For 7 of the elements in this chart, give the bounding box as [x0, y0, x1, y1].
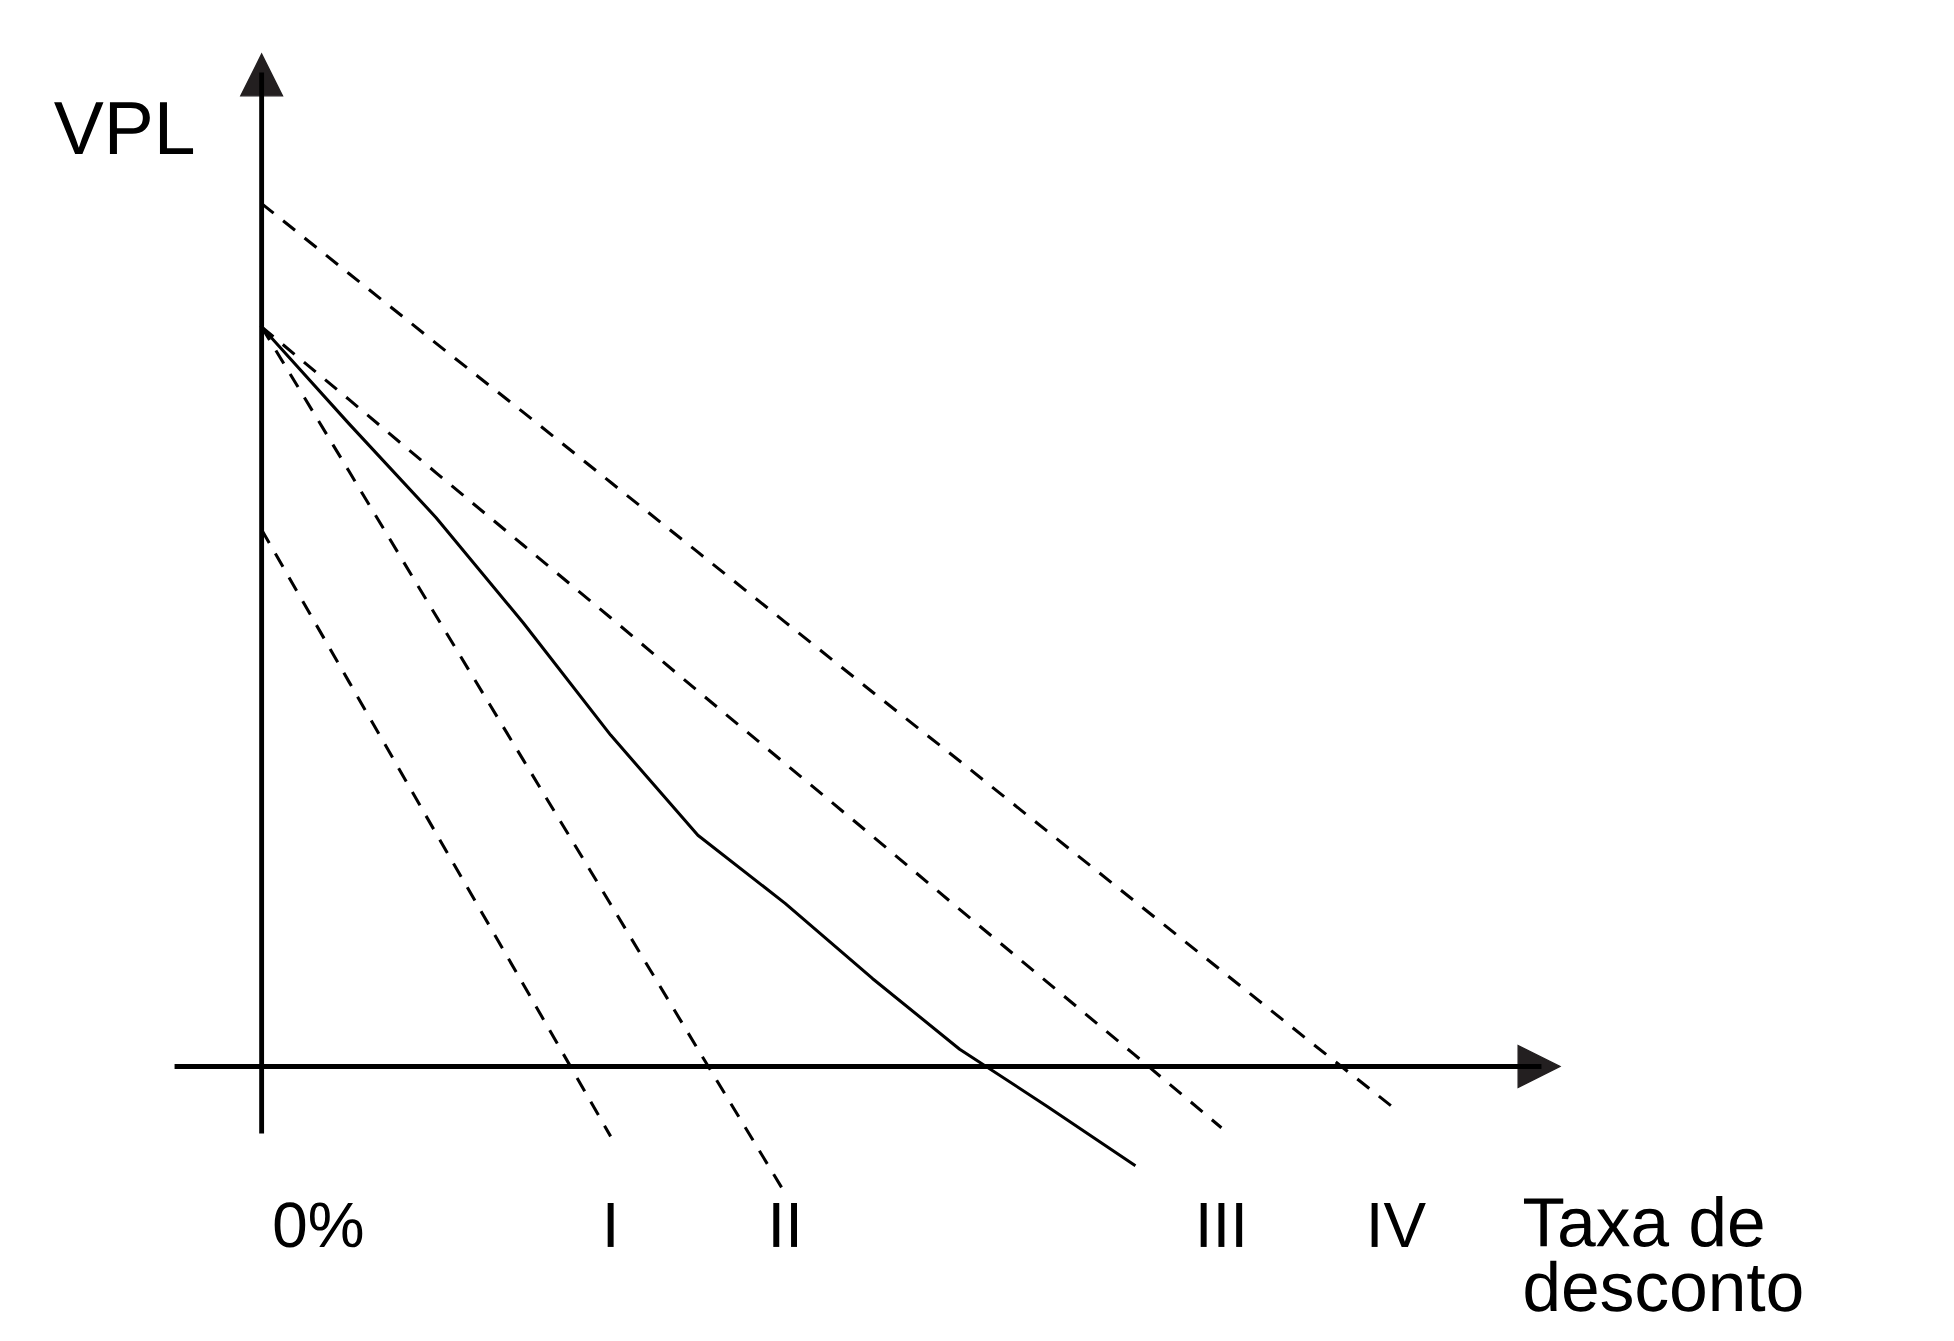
- y-axis-title: VPL: [54, 102, 194, 154]
- series-label: II: [773, 1202, 798, 1247]
- text: 0%: [274, 1202, 363, 1248]
- series-label: III: [1200, 1202, 1243, 1247]
- series-label: IV: [1371, 1202, 1426, 1247]
- x-axis-title: Taxa de desconto: [1523, 1195, 1802, 1312]
- series-label: I: [607, 1202, 614, 1247]
